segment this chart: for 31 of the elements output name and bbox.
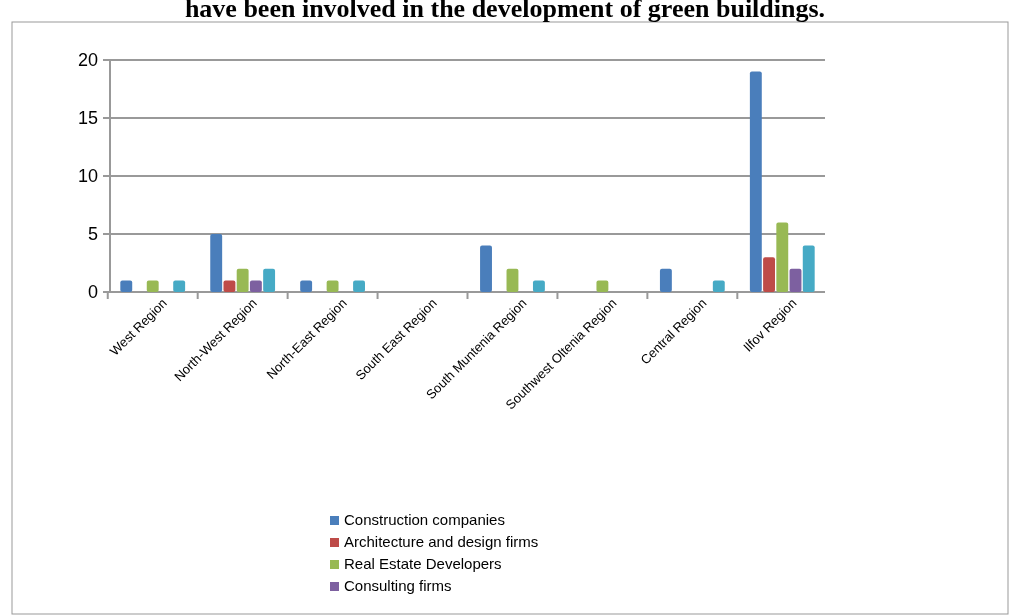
bar: [249, 280, 262, 292]
bar: [776, 222, 789, 292]
bar: [300, 280, 313, 292]
bar: [712, 280, 725, 292]
bar: [146, 280, 159, 292]
y-tick-label: 15: [77, 108, 98, 129]
bar: [802, 245, 815, 292]
bar: [263, 268, 276, 292]
legend-label: Real Estate Developers: [344, 555, 502, 573]
legend-label: Architecture and design firms: [344, 533, 539, 551]
bar: [210, 234, 223, 292]
legend-label: Construction companies: [344, 511, 505, 529]
y-tick-label: 5: [87, 224, 98, 245]
bar: [532, 280, 545, 292]
bar: [120, 280, 133, 292]
bar: [223, 280, 236, 292]
bar: [749, 71, 762, 292]
bar: [659, 268, 672, 292]
bar: [480, 245, 492, 292]
bar: [326, 280, 339, 292]
bar: [236, 268, 249, 292]
bar: [763, 257, 776, 292]
bar: [506, 268, 519, 292]
y-tick-label: 20: [77, 50, 98, 71]
bar: [596, 280, 609, 292]
y-tick-label: 0: [87, 282, 98, 303]
bar: [789, 268, 802, 292]
bar: [173, 280, 186, 292]
bar: [353, 280, 365, 292]
y-tick-label: 10: [77, 166, 98, 187]
legend-label: Consulting firms: [344, 577, 452, 595]
